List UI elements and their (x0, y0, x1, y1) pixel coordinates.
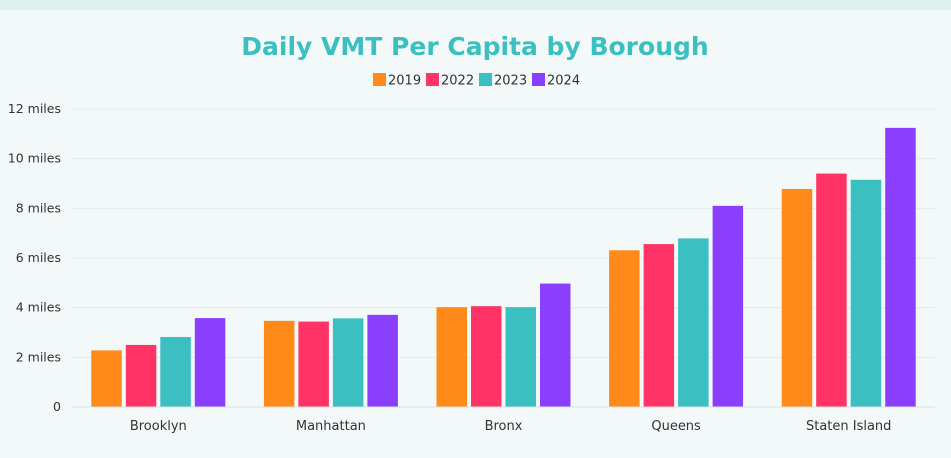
bar-manhattan-2022[interactable] (298, 321, 329, 407)
x-tick-label: Staten Island (806, 419, 891, 434)
legend-label[interactable]: 2024 (547, 74, 580, 89)
bar-staten-island-2024[interactable] (885, 127, 916, 407)
y-tick-label: 8 miles (16, 200, 61, 215)
legend: 2019 2022 2023 2024 (373, 73, 580, 89)
bar-bronx-2022[interactable] (471, 306, 502, 407)
legend-swatch-2023[interactable] (479, 73, 492, 86)
bar-queens-2019[interactable] (609, 250, 640, 407)
bar-bronx-2019[interactable] (436, 307, 468, 407)
legend-label[interactable]: 2023 (494, 74, 527, 89)
y-tick-label: 6 miles (16, 250, 61, 265)
bar-staten-island-2019[interactable] (781, 188, 813, 407)
legend-swatch-2019[interactable] (373, 73, 386, 86)
y-tick-label: 12 miles (8, 101, 61, 116)
bar-brooklyn-2023[interactable] (160, 336, 191, 407)
x-tick-label: Bronx (485, 419, 523, 434)
bar-bronx-2024[interactable] (540, 283, 571, 407)
bar-bronx-2023[interactable] (505, 307, 537, 407)
bar-staten-island-2023[interactable] (850, 179, 882, 407)
y-tick-label: 4 miles (16, 300, 61, 315)
bar-brooklyn-2019[interactable] (91, 350, 122, 407)
bar-manhattan-2024[interactable] (367, 314, 398, 407)
legend-label[interactable]: 2022 (441, 74, 474, 89)
x-tick-label: Manhattan (296, 419, 366, 434)
y-tick-label: 0 (53, 399, 61, 414)
x-tick-label: Brooklyn (130, 419, 187, 434)
bar-queens-2023[interactable] (678, 238, 709, 407)
legend-swatch-2022[interactable] (426, 73, 439, 86)
bar-manhattan-2023[interactable] (332, 318, 364, 407)
axes: 0 2 miles 4 miles 6 miles 8 miles 10 miles 12 … (8, 101, 935, 434)
bars (91, 127, 916, 407)
y-tick-label: 2 miles (16, 349, 61, 364)
legend-label[interactable]: 2019 (388, 74, 421, 89)
bar-staten-island-2022[interactable] (816, 173, 847, 407)
x-tick-label: Queens (651, 419, 701, 434)
top-bar (0, 0, 951, 10)
bar-queens-2022[interactable] (643, 244, 675, 407)
bar-queens-2024[interactable] (712, 205, 744, 407)
bar-brooklyn-2022[interactable] (125, 344, 157, 407)
legend-swatch-2024[interactable] (532, 73, 545, 86)
bar-brooklyn-2024[interactable] (194, 318, 226, 407)
chart-title: Daily VMT Per Capita by Borough (241, 32, 708, 61)
bar-manhattan-2019[interactable] (263, 320, 295, 407)
y-tick-label: 10 miles (8, 151, 61, 166)
